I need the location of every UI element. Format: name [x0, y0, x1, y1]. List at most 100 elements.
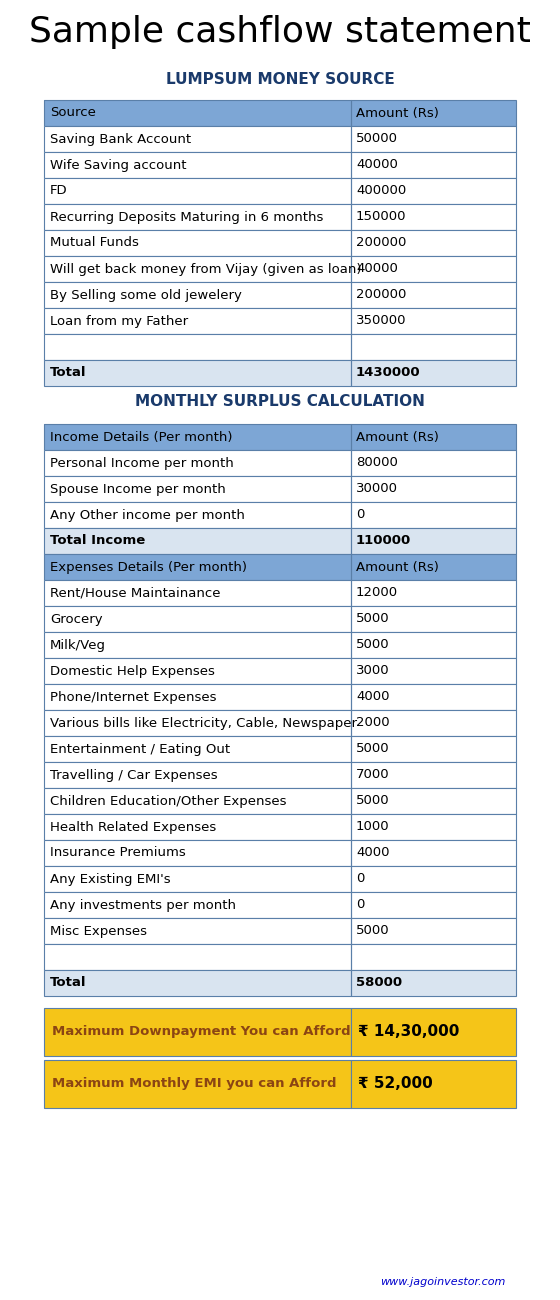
Text: Maximum Monthly EMI you can Afford: Maximum Monthly EMI you can Afford — [52, 1078, 336, 1091]
Bar — [351, 528, 516, 554]
Bar — [351, 606, 516, 632]
Bar — [44, 178, 351, 204]
Bar — [351, 256, 516, 282]
Bar — [44, 100, 351, 126]
Bar — [44, 554, 351, 580]
Bar — [351, 152, 516, 178]
Bar — [351, 866, 516, 892]
Bar — [44, 528, 351, 554]
Text: 12000: 12000 — [356, 586, 398, 599]
Text: 150000: 150000 — [356, 211, 407, 224]
Bar — [44, 334, 351, 360]
Bar — [44, 918, 351, 944]
Bar — [44, 1008, 351, 1056]
Bar — [44, 528, 351, 554]
Bar — [351, 788, 516, 814]
Text: 5000: 5000 — [356, 638, 390, 651]
Bar — [351, 476, 516, 502]
Bar — [351, 970, 516, 996]
Bar — [44, 424, 351, 450]
Bar — [351, 632, 516, 658]
Bar — [44, 658, 351, 684]
Text: Mutual Funds: Mutual Funds — [50, 237, 139, 250]
Bar — [44, 1060, 351, 1108]
Text: Insurance Premiums: Insurance Premiums — [50, 846, 185, 859]
Bar — [351, 230, 516, 256]
Text: Misc Expenses: Misc Expenses — [50, 924, 147, 937]
Bar — [44, 684, 351, 710]
Bar — [44, 178, 351, 204]
Text: FD: FD — [50, 185, 67, 198]
Bar — [351, 554, 516, 580]
Bar — [351, 892, 516, 918]
Bar — [44, 736, 351, 762]
Bar — [351, 944, 516, 970]
Bar — [351, 762, 516, 788]
Text: Rent/House Maintainance: Rent/House Maintainance — [50, 586, 220, 599]
Bar — [44, 632, 351, 658]
Text: 200000: 200000 — [356, 289, 407, 302]
Text: Total: Total — [50, 367, 86, 380]
Text: 0: 0 — [356, 872, 365, 885]
Bar — [44, 944, 351, 970]
Bar — [44, 632, 351, 658]
Bar — [351, 606, 516, 632]
Bar — [44, 282, 351, 308]
Bar — [44, 918, 351, 944]
Text: Entertainment / Eating Out: Entertainment / Eating Out — [50, 742, 230, 755]
Bar — [44, 892, 351, 918]
Text: Saving Bank Account: Saving Bank Account — [50, 133, 191, 146]
Bar — [44, 334, 351, 360]
Bar — [351, 918, 516, 944]
Bar — [44, 282, 351, 308]
Text: 5000: 5000 — [356, 794, 390, 807]
Bar — [351, 918, 516, 944]
Bar — [44, 204, 351, 230]
Bar — [351, 282, 516, 308]
Bar — [44, 736, 351, 762]
Text: 50000: 50000 — [356, 133, 398, 146]
Bar — [44, 866, 351, 892]
Bar — [351, 178, 516, 204]
Text: Recurring Deposits Maturing in 6 months: Recurring Deposits Maturing in 6 months — [50, 211, 323, 224]
Bar — [351, 736, 516, 762]
Text: Amount (Rs): Amount (Rs) — [356, 107, 439, 120]
Bar — [351, 1008, 516, 1056]
Text: MONTHLY SURPLUS CALCULATION: MONTHLY SURPLUS CALCULATION — [135, 394, 425, 408]
Text: Amount (Rs): Amount (Rs) — [356, 560, 439, 573]
Bar — [351, 580, 516, 606]
Text: 110000: 110000 — [356, 534, 411, 547]
Text: 1000: 1000 — [356, 820, 390, 833]
Bar — [351, 632, 516, 658]
Bar — [351, 528, 516, 554]
Bar — [44, 606, 351, 632]
Bar — [44, 814, 351, 840]
Bar — [44, 152, 351, 178]
Bar — [44, 450, 351, 476]
Bar — [351, 308, 516, 334]
Bar — [44, 710, 351, 736]
Bar — [44, 230, 351, 256]
Bar — [44, 502, 351, 528]
Text: Amount (Rs): Amount (Rs) — [356, 430, 439, 443]
Text: Expenses Details (Per month): Expenses Details (Per month) — [50, 560, 247, 573]
Text: 4000: 4000 — [356, 846, 389, 859]
Text: ₹ 14,30,000: ₹ 14,30,000 — [358, 1024, 459, 1040]
Bar — [351, 1060, 516, 1108]
Bar — [44, 476, 351, 502]
Bar — [351, 100, 516, 126]
Bar — [351, 710, 516, 736]
Text: 80000: 80000 — [356, 456, 398, 469]
Text: 0: 0 — [356, 898, 365, 911]
Bar — [44, 710, 351, 736]
Bar — [44, 230, 351, 256]
Text: 30000: 30000 — [356, 482, 398, 495]
Text: 40000: 40000 — [356, 263, 398, 276]
Bar — [351, 684, 516, 710]
Bar — [351, 970, 516, 996]
Text: Personal Income per month: Personal Income per month — [50, 456, 234, 469]
Text: 40000: 40000 — [356, 159, 398, 172]
Bar — [351, 892, 516, 918]
Bar — [44, 944, 351, 970]
Bar — [44, 360, 351, 386]
